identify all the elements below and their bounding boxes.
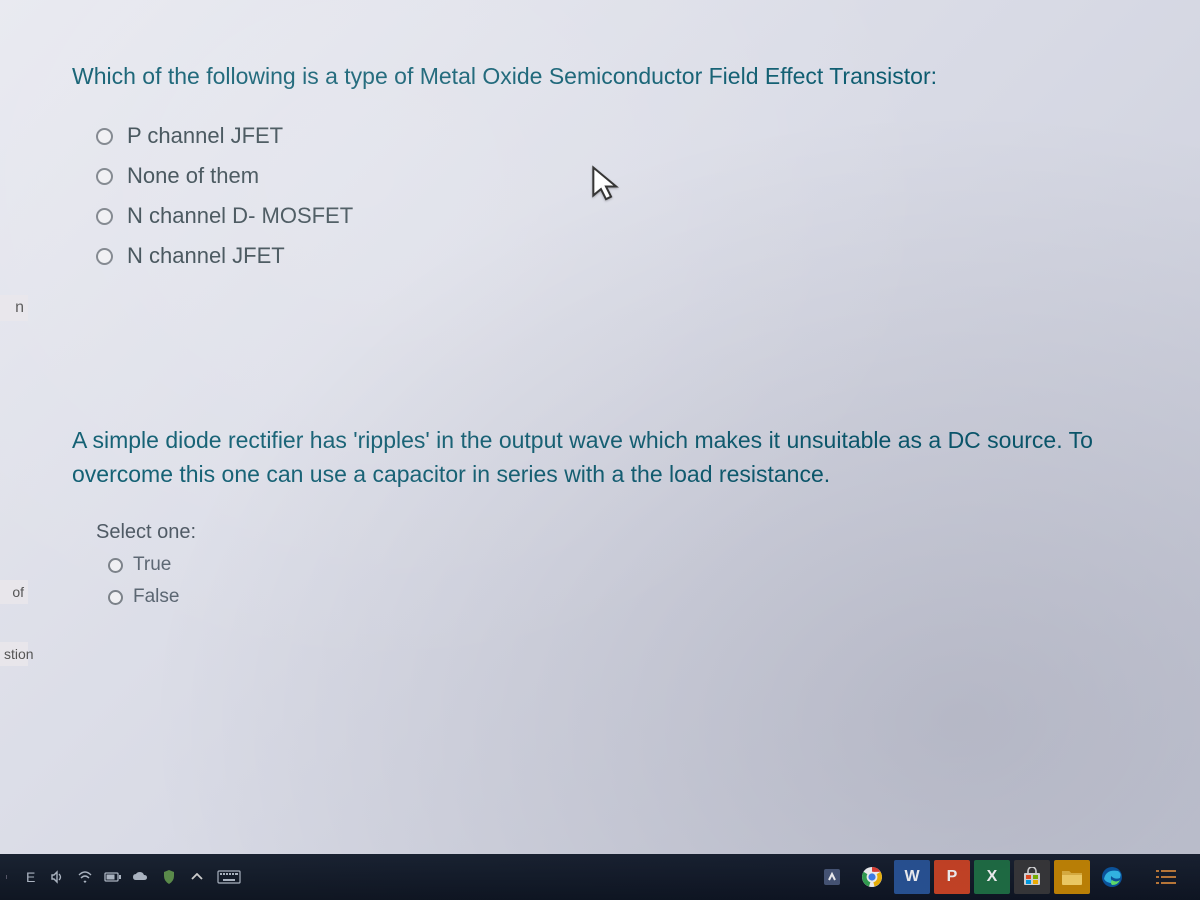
option-row[interactable]: P channel JFET xyxy=(96,123,1160,149)
app-file-explorer[interactable] xyxy=(1054,860,1090,894)
option-label: N channel D- MOSFET xyxy=(127,203,353,229)
onedrive-icon[interactable] xyxy=(132,868,150,886)
volume-icon[interactable] xyxy=(48,868,66,886)
option-label: N channel JFET xyxy=(127,243,285,269)
app-unknown-1[interactable] xyxy=(814,860,850,894)
wifi-icon[interactable] xyxy=(76,868,94,886)
battery-icon[interactable] xyxy=(104,868,122,886)
question-2: A simple diode rectifier has 'ripples' i… xyxy=(72,404,1160,648)
app-edge[interactable] xyxy=(1094,860,1130,894)
option-row[interactable]: False xyxy=(108,586,1160,608)
radio-icon[interactable] xyxy=(96,128,113,145)
option-label: False xyxy=(133,586,179,608)
app-word-label: W xyxy=(904,868,919,886)
sidebar-fragment-stion: stion xyxy=(0,642,28,666)
radio-icon[interactable] xyxy=(96,208,113,225)
app-excel-label: X xyxy=(987,868,998,886)
taskbar-apps: W P X xyxy=(814,860,1184,894)
option-label: None of them xyxy=(127,163,259,189)
select-one-label: Select one: xyxy=(96,521,1160,544)
quiz-content: n of stion Which of the following is a t… xyxy=(0,0,1200,648)
language-indicator[interactable]: E xyxy=(23,867,38,887)
question-2-options: True False xyxy=(72,554,1160,608)
app-word[interactable]: W xyxy=(894,860,930,894)
radio-icon[interactable] xyxy=(108,590,123,605)
option-row[interactable]: None of them xyxy=(96,163,1160,189)
app-chrome[interactable] xyxy=(854,860,890,894)
option-row[interactable]: True xyxy=(108,554,1160,576)
taskbar: E W P xyxy=(0,854,1200,900)
tray-show-desktop[interactable] xyxy=(6,875,13,879)
option-row[interactable]: N channel D- MOSFET xyxy=(96,203,1160,229)
app-powerpoint[interactable]: P xyxy=(934,860,970,894)
cursor-icon xyxy=(590,165,622,208)
question-2-prompt: A simple diode rectifier has 'ripples' i… xyxy=(72,424,1160,491)
option-label: P channel JFET xyxy=(127,123,283,149)
question-1-prompt: Which of the following is a type of Meta… xyxy=(72,60,1160,93)
tray-overflow-icon[interactable] xyxy=(188,868,206,886)
app-list-icon[interactable] xyxy=(1148,860,1184,894)
system-tray: E xyxy=(6,867,242,887)
app-ppt-label: P xyxy=(947,868,958,886)
keyboard-icon[interactable] xyxy=(216,868,242,886)
option-row[interactable]: N channel JFET xyxy=(96,243,1160,269)
app-store[interactable] xyxy=(1014,860,1050,894)
radio-icon[interactable] xyxy=(96,168,113,185)
security-icon[interactable] xyxy=(160,868,178,886)
radio-icon[interactable] xyxy=(108,558,123,573)
sidebar-fragment-n: n xyxy=(0,295,28,321)
app-excel[interactable]: X xyxy=(974,860,1010,894)
sidebar-fragment-of: of xyxy=(0,580,28,604)
option-label: True xyxy=(133,554,171,576)
radio-icon[interactable] xyxy=(96,248,113,265)
